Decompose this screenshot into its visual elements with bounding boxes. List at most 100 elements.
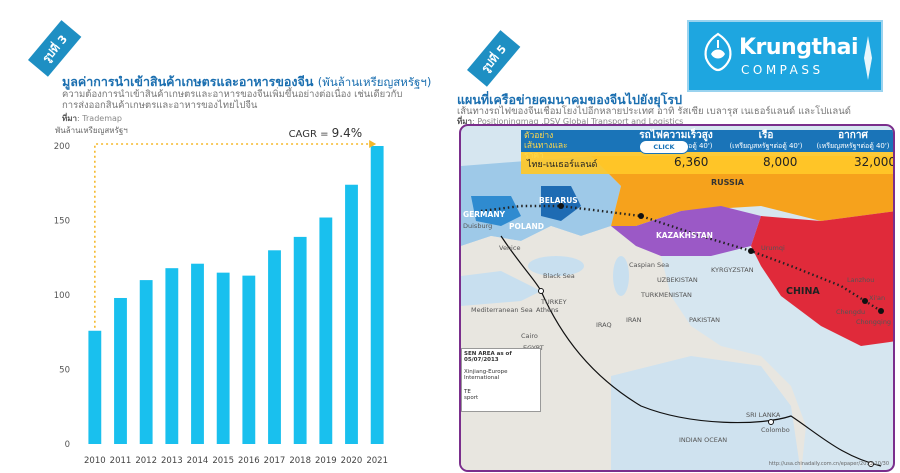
label-athens: Athens bbox=[536, 306, 559, 314]
krungthai-compass-logo: Krungthai COMPASS bbox=[687, 20, 883, 92]
col-rail-head: รถไฟความเร็วสูง bbox=[639, 130, 713, 141]
table-corner: ตัวอย่าง เส้นทางและราคา bbox=[521, 130, 575, 161]
label-iraq: IRAQ bbox=[596, 321, 612, 329]
col-ship: เรือ (เหรียญสหรัฐฯต่อตู้ 40') bbox=[711, 130, 821, 151]
click-button[interactable]: CLICK bbox=[639, 140, 689, 154]
label-turkmenistan: TURKMENISTAN bbox=[641, 291, 692, 299]
compass-needle-icon bbox=[864, 36, 872, 80]
col-air-sub: (เหรียญสหรัฐฯต่อตู้ 40') bbox=[816, 142, 890, 150]
label-germany: GERMANY bbox=[463, 210, 506, 219]
x-tick-label: 2021 bbox=[366, 456, 388, 466]
label-black-sea: Black Sea bbox=[543, 272, 575, 280]
label-kazakhstan: KAZAKHSTAN bbox=[656, 231, 713, 240]
source-label: ที่มา bbox=[457, 117, 473, 126]
chart-subtitle: ความต้องการนำเข้าสินค้าเกษตรและอาหารของจ… bbox=[62, 89, 403, 111]
x-tick-label: 2019 bbox=[315, 456, 337, 466]
label-xian: Xi'an bbox=[869, 294, 886, 302]
label-poland: POLAND bbox=[509, 222, 544, 231]
label-uzbekistan: UZBEKISTAN bbox=[657, 276, 698, 284]
map-legend: SEN AREA as of 05/07/2013 Xinjiang-Europ… bbox=[461, 348, 541, 412]
label-lanzhou: Lanzhou bbox=[847, 276, 875, 284]
cagr-annotation: CAGR = 9.4% bbox=[289, 126, 363, 140]
caspian-sea bbox=[613, 256, 629, 296]
legend-line-3: sport bbox=[464, 395, 479, 401]
label-kyrgyzstan: KYRGYZSTAN bbox=[711, 266, 754, 274]
label-indian-ocean: INDIAN OCEAN bbox=[679, 436, 728, 444]
source-text: : Positioningmag ,DSV Global Transport a… bbox=[472, 117, 684, 126]
logo-name: Krungthai bbox=[739, 35, 859, 60]
chart-title: มูลค่าการนำเข้าสินค้าเกษตรและอาหารของจีน… bbox=[62, 72, 431, 92]
bar bbox=[370, 146, 384, 444]
bar bbox=[114, 297, 127, 444]
china-region bbox=[751, 211, 893, 346]
label-chengdu: Chengdu bbox=[836, 308, 866, 316]
mediterranean-sea bbox=[461, 271, 541, 306]
left-panel: รูปที่ 3 มูลค่าการนำเข้าสินค้าเกษตรและอา… bbox=[0, 0, 440, 473]
right-panel: รูปที่ 5 Krungthai COMPASS แผนที่เครือข่… bbox=[447, 0, 900, 473]
x-tick-label: 2014 bbox=[187, 456, 209, 466]
col-air-head: อากาศ bbox=[838, 130, 868, 141]
x-tick-label: 2012 bbox=[135, 456, 157, 466]
map-source: ที่มา: Positioningmag ,DSV Global Transp… bbox=[457, 115, 683, 128]
value-rail: 6,360 bbox=[674, 155, 709, 169]
bar bbox=[242, 275, 256, 444]
label-china: CHINA bbox=[786, 286, 820, 297]
krungthai-bird-icon bbox=[704, 32, 732, 72]
label-iran: IRAN bbox=[626, 316, 642, 324]
germany-region bbox=[471, 196, 521, 226]
legend-title: SEN AREA as of 05/07/2013 bbox=[464, 351, 512, 363]
indian-ocean bbox=[611, 356, 801, 470]
y-tick-label: 150 bbox=[54, 217, 70, 227]
x-tick-label: 2011 bbox=[110, 456, 132, 466]
source-text: : Trademap bbox=[77, 114, 122, 123]
chart-source: ที่มา: Trademap bbox=[62, 112, 122, 125]
legend-line-1: Xinjiang-Europe International bbox=[464, 369, 508, 381]
black-sea bbox=[528, 256, 584, 276]
x-tick-label: 2015 bbox=[212, 456, 234, 466]
map-title: แผนที่เครือข่ายคมนาคมของจีนไปยังยุโรป bbox=[457, 92, 683, 107]
bar bbox=[88, 330, 102, 444]
bar bbox=[319, 217, 333, 444]
value-ship: 8,000 bbox=[763, 155, 798, 169]
chart-title-text: มูลค่าการนำเข้าสินค้าเกษตรและอาหารของจีน bbox=[62, 74, 314, 89]
col-air: อากาศ (เหรียญสหรัฐฯต่อตู้ 40') bbox=[803, 130, 893, 151]
label-med-sea: Mediterranean Sea bbox=[471, 306, 533, 314]
cagr-value: 9.4% bbox=[332, 126, 363, 140]
label-sri-lanka: SRI LANKA bbox=[746, 411, 781, 419]
chart-title-unit: (พันล้านเหรียญสหรัฐฯ) bbox=[317, 75, 432, 89]
sea-route bbox=[500, 235, 882, 467]
bar bbox=[345, 184, 358, 445]
map-graphic bbox=[461, 156, 893, 470]
label-chongqing: Chongqing bbox=[856, 318, 892, 326]
x-tick-label: 2013 bbox=[161, 456, 183, 466]
y-tick-label: 50 bbox=[59, 366, 70, 376]
label-pakistan: PAKISTAN bbox=[689, 316, 721, 324]
label-venice: Venice bbox=[499, 244, 521, 252]
y-tick-label: 100 bbox=[54, 291, 70, 301]
bar bbox=[293, 236, 307, 444]
label-colombo: Colombo bbox=[761, 426, 790, 434]
sea-stops bbox=[538, 288, 874, 467]
label-caspian: Caspian Sea bbox=[629, 261, 670, 269]
rail-stops bbox=[558, 203, 884, 314]
bar bbox=[191, 263, 204, 444]
bar bbox=[139, 280, 153, 444]
map-subtitle: เส้นทางรถไฟของจีนเชื่อมโยงไปอีกหลายประเท… bbox=[457, 106, 851, 117]
cagr-prefix: CAGR = bbox=[289, 129, 332, 140]
label-belarus: BELARUS bbox=[539, 196, 578, 205]
label-russia: RUSSIA bbox=[711, 178, 744, 187]
x-tick-label: 2020 bbox=[341, 456, 363, 466]
col-ship-sub: (เหรียญสหรัฐฯต่อตู้ 40') bbox=[729, 142, 803, 150]
row-label: ไทย-เนเธอร์แลนด์ bbox=[527, 160, 598, 170]
corner-line-2: เส้นทางและราคา bbox=[524, 141, 568, 161]
bar bbox=[165, 268, 179, 444]
figure-tag: รูปที่ 5 bbox=[467, 30, 521, 87]
y-axis-label: พันล้านเหรียญสหรัฐฯ bbox=[55, 126, 128, 135]
x-tick-label: 2017 bbox=[264, 456, 286, 466]
col-ship-head: เรือ bbox=[758, 130, 774, 141]
legend-line-2: TE bbox=[464, 389, 471, 395]
label-turkey: TURKEY bbox=[541, 298, 567, 306]
cagr-arrow-line bbox=[94, 143, 370, 328]
y-tick-label: 200 bbox=[54, 142, 70, 152]
